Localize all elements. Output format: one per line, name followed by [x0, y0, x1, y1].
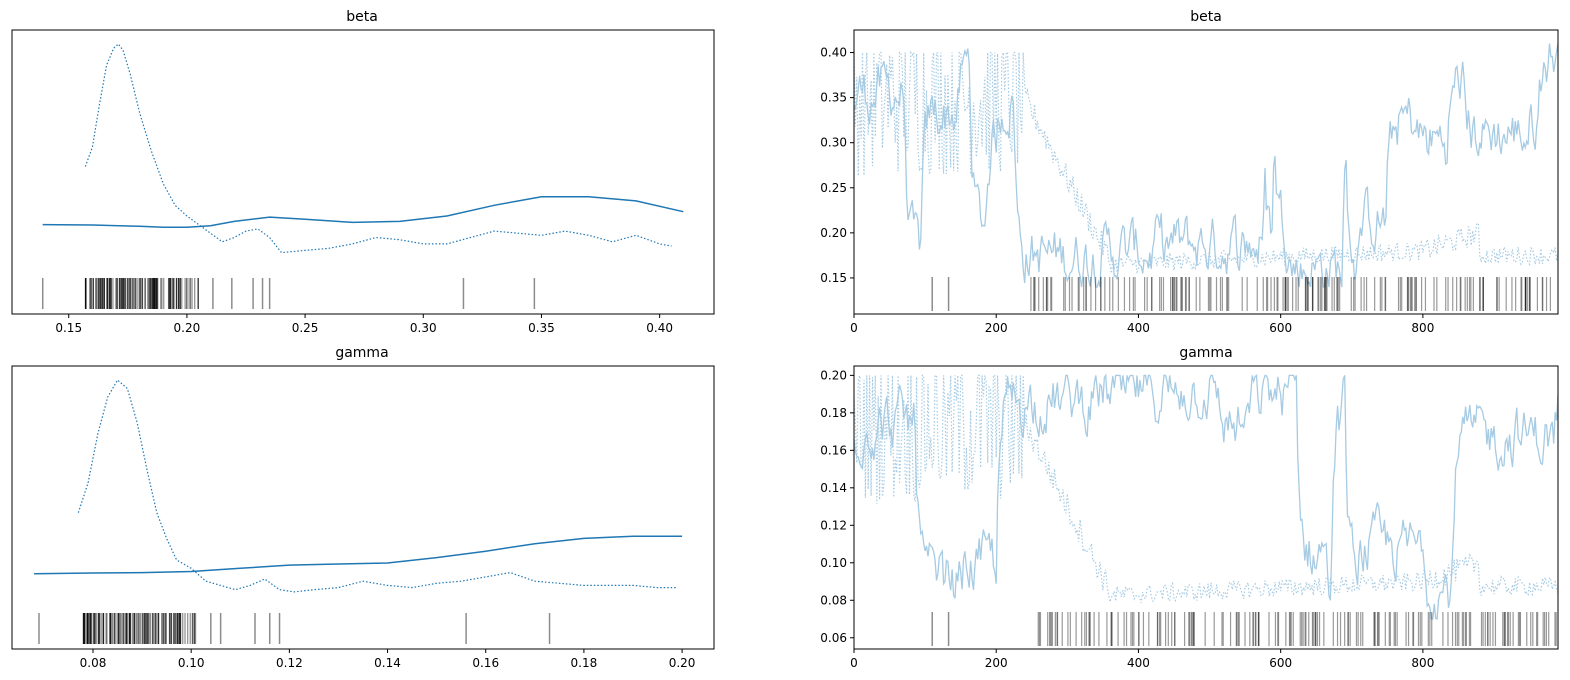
y-tick-label: 0.20 [820, 368, 847, 382]
y-tick-label: 0.30 [820, 136, 847, 150]
x-tick-label: 0 [850, 656, 858, 670]
y-tick-label: 0.16 [820, 443, 847, 457]
x-tick-label: 600 [1269, 321, 1292, 335]
y-tick-label: 0.35 [820, 91, 847, 105]
gamma-density-solid-curve [34, 535, 683, 575]
beta-trace-axes-frame [853, 29, 1559, 315]
x-tick-label: 800 [1411, 656, 1434, 670]
x-tick-label: 0.30 [410, 321, 437, 335]
x-tick-label: 0 [850, 321, 858, 335]
gamma-density-dotted-curve [77, 379, 678, 593]
beta-trace-title: beta [1190, 9, 1222, 25]
x-tick-label: 400 [1127, 656, 1150, 670]
y-tick-label: 0.10 [820, 556, 847, 570]
gamma-trace-axes-frame [853, 365, 1559, 650]
x-tick-label: 0.35 [528, 321, 555, 335]
x-tick-label: 0.25 [292, 321, 319, 335]
beta-density-axes-frame [11, 29, 715, 315]
x-tick-label: 400 [1127, 321, 1150, 335]
gamma-trace-title: gamma [1179, 345, 1232, 361]
y-tick-label: 0.15 [820, 271, 847, 285]
beta-density-dotted-curve [84, 43, 672, 254]
y-tick-label: 0.14 [820, 481, 847, 495]
y-tick-label: 0.06 [820, 631, 847, 645]
gamma-density-title: gamma [335, 345, 388, 361]
beta-density-solid-curve [42, 195, 684, 228]
beta-density-title: beta [346, 9, 378, 25]
x-tick-label: 0.14 [374, 656, 401, 670]
y-tick-label: 0.40 [820, 46, 847, 60]
y-tick-label: 0.18 [820, 406, 847, 420]
x-tick-label: 0.40 [646, 321, 673, 335]
x-tick-label: 800 [1411, 321, 1434, 335]
beta-trace-solid-chain [853, 43, 1559, 288]
x-tick-label: 0.20 [669, 656, 696, 670]
y-tick-label: 0.25 [820, 181, 847, 195]
gamma-density-panel: gamma 0.08 0.10 0.12 0.14 0.16 0.18 0.20 [11, 345, 715, 670]
beta-trace-dotted-chain [853, 50, 1559, 274]
gamma-trace-panel: gamma 0 200 400 600 800 0.06 0.08 0.10 0.12 0.14 0… [820, 345, 1559, 670]
beta-trace-panel: beta 0 200 400 600 800 0.15 0.20 0.25 0.30 0.35 0.… [820, 9, 1559, 335]
y-tick-label: 0.20 [820, 226, 847, 240]
x-tick-label: 0.08 [80, 656, 107, 670]
gamma-density-axes-frame [11, 365, 715, 650]
x-tick-label: 0.15 [55, 321, 82, 335]
x-tick-label: 0.10 [178, 656, 205, 670]
x-tick-label: 0.16 [472, 656, 499, 670]
y-tick-label: 0.12 [820, 518, 847, 532]
beta-density-panel: beta 0.15 0.20 0.25 0.30 0.35 0.40 [11, 9, 715, 335]
y-tick-label: 0.08 [820, 593, 847, 607]
x-tick-label: 200 [985, 656, 1008, 670]
gamma-trace-solid-chain [853, 373, 1559, 620]
x-tick-label: 0.12 [276, 656, 303, 670]
x-tick-label: 200 [985, 321, 1008, 335]
x-tick-label: 0.18 [571, 656, 598, 670]
x-tick-label: 0.20 [174, 321, 201, 335]
x-tick-label: 600 [1269, 656, 1292, 670]
